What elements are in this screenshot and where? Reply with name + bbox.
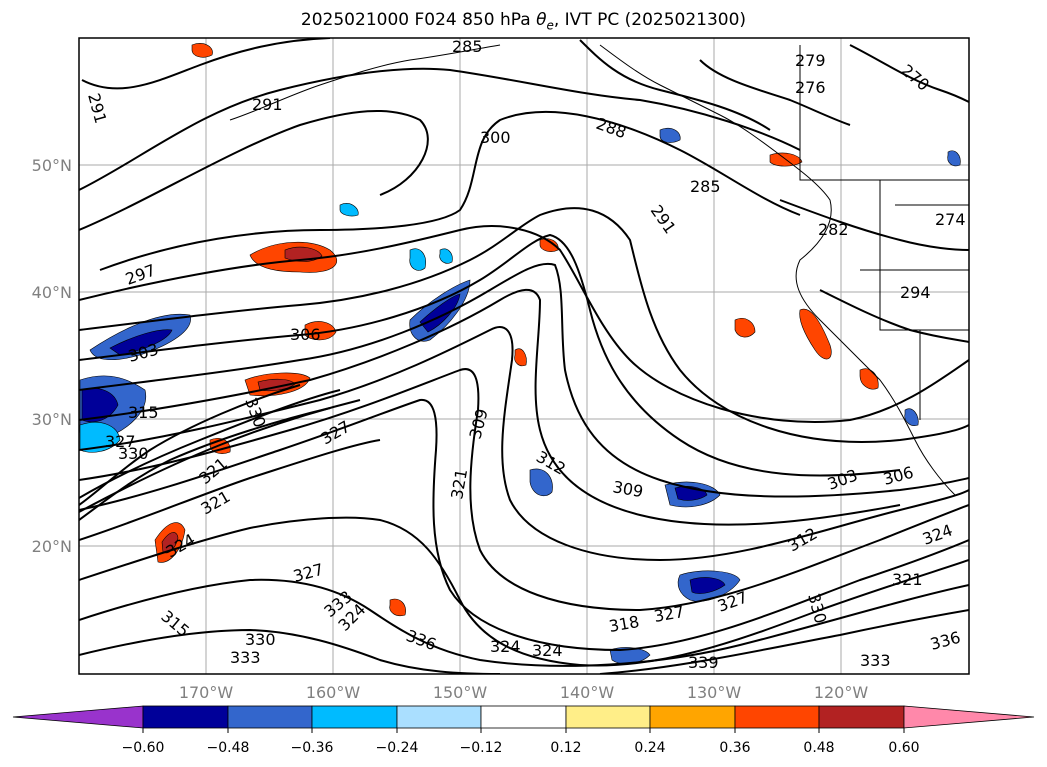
lat-label: 30°N xyxy=(32,410,72,429)
colorbar-tick-labels: −0.60 −0.48 −0.36 −0.24 −0.12 0.12 0.24 … xyxy=(122,740,920,756)
colorbar-segment xyxy=(649,705,736,729)
colorbar-tick: −0.48 xyxy=(207,740,250,756)
contour-label: 321 xyxy=(892,570,923,589)
colorbar-segment xyxy=(480,705,567,729)
contour-label: 276 xyxy=(795,78,826,97)
lon-label: 160°W xyxy=(306,683,361,702)
contour-label: 330 xyxy=(245,630,276,649)
colorbar-over-extension xyxy=(903,705,1035,729)
lat-label: 40°N xyxy=(32,283,72,302)
theta-e-contours xyxy=(79,38,969,674)
ivt-patches xyxy=(79,43,961,664)
contour-label: 330 xyxy=(118,444,149,463)
colorbar-segment xyxy=(396,705,482,729)
contour-label: 274 xyxy=(935,210,966,229)
colorbar-tick: −0.12 xyxy=(460,740,503,756)
colorbar-segment xyxy=(565,705,651,729)
colorbar-tick: 0.48 xyxy=(803,740,834,756)
contour-label: 339 xyxy=(688,653,719,672)
lon-label: 150°W xyxy=(433,683,488,702)
colorbar-tick: 0.60 xyxy=(888,740,919,756)
contour-label: 291 xyxy=(252,95,283,114)
colorbar-under-extension xyxy=(12,705,144,729)
colorbar-segment xyxy=(227,705,313,729)
lat-label: 20°N xyxy=(32,537,72,556)
contour-label: 285 xyxy=(690,177,721,196)
colorbar-tick: −0.24 xyxy=(376,740,419,756)
plot-border xyxy=(78,37,970,675)
colorbar-tick-marks xyxy=(142,728,905,733)
contour-label: 327 xyxy=(105,432,136,451)
contour-label: 333 xyxy=(860,651,891,670)
contour-label: 294 xyxy=(900,283,931,302)
contour-label: 285 xyxy=(452,37,483,56)
coastlines xyxy=(229,44,969,496)
colorbar-segment xyxy=(734,705,820,729)
contour-label: 324 xyxy=(490,637,521,656)
contour-label: 300 xyxy=(480,128,511,147)
contour-label: 279 xyxy=(795,51,826,70)
lon-label: 170°W xyxy=(179,683,234,702)
colorbar-tick: 0.24 xyxy=(634,740,665,756)
lon-label: 120°W xyxy=(814,683,869,702)
colorbar-tick: 0.36 xyxy=(719,740,750,756)
contour-label: 333 xyxy=(230,648,261,667)
latitude-labels: 50°N 40°N 30°N 20°N xyxy=(32,156,72,556)
colorbar-segment xyxy=(311,705,398,729)
colorbar-segment xyxy=(142,705,229,729)
contour-label: 315 xyxy=(128,403,159,422)
colorbar-tick: −0.36 xyxy=(291,740,334,756)
lon-label: 140°W xyxy=(560,683,615,702)
lat-label: 50°N xyxy=(32,156,72,175)
colorbar xyxy=(12,705,1035,729)
lon-label: 130°W xyxy=(687,683,742,702)
gridlines xyxy=(79,38,969,674)
colorbar-tick: 0.12 xyxy=(550,740,581,756)
contour-label: 306 xyxy=(290,325,321,344)
contour-label: 324 xyxy=(532,641,563,660)
colorbar-tick: −0.60 xyxy=(122,740,165,756)
longitude-labels: 170°W 160°W 150°W 140°W 130°W 120°W xyxy=(179,683,869,702)
map-title: 2025021000 F024 850 hPa θe, IVT PC (2025… xyxy=(300,10,747,33)
colorbar-segment xyxy=(818,705,905,729)
contour-label: 282 xyxy=(818,220,849,239)
